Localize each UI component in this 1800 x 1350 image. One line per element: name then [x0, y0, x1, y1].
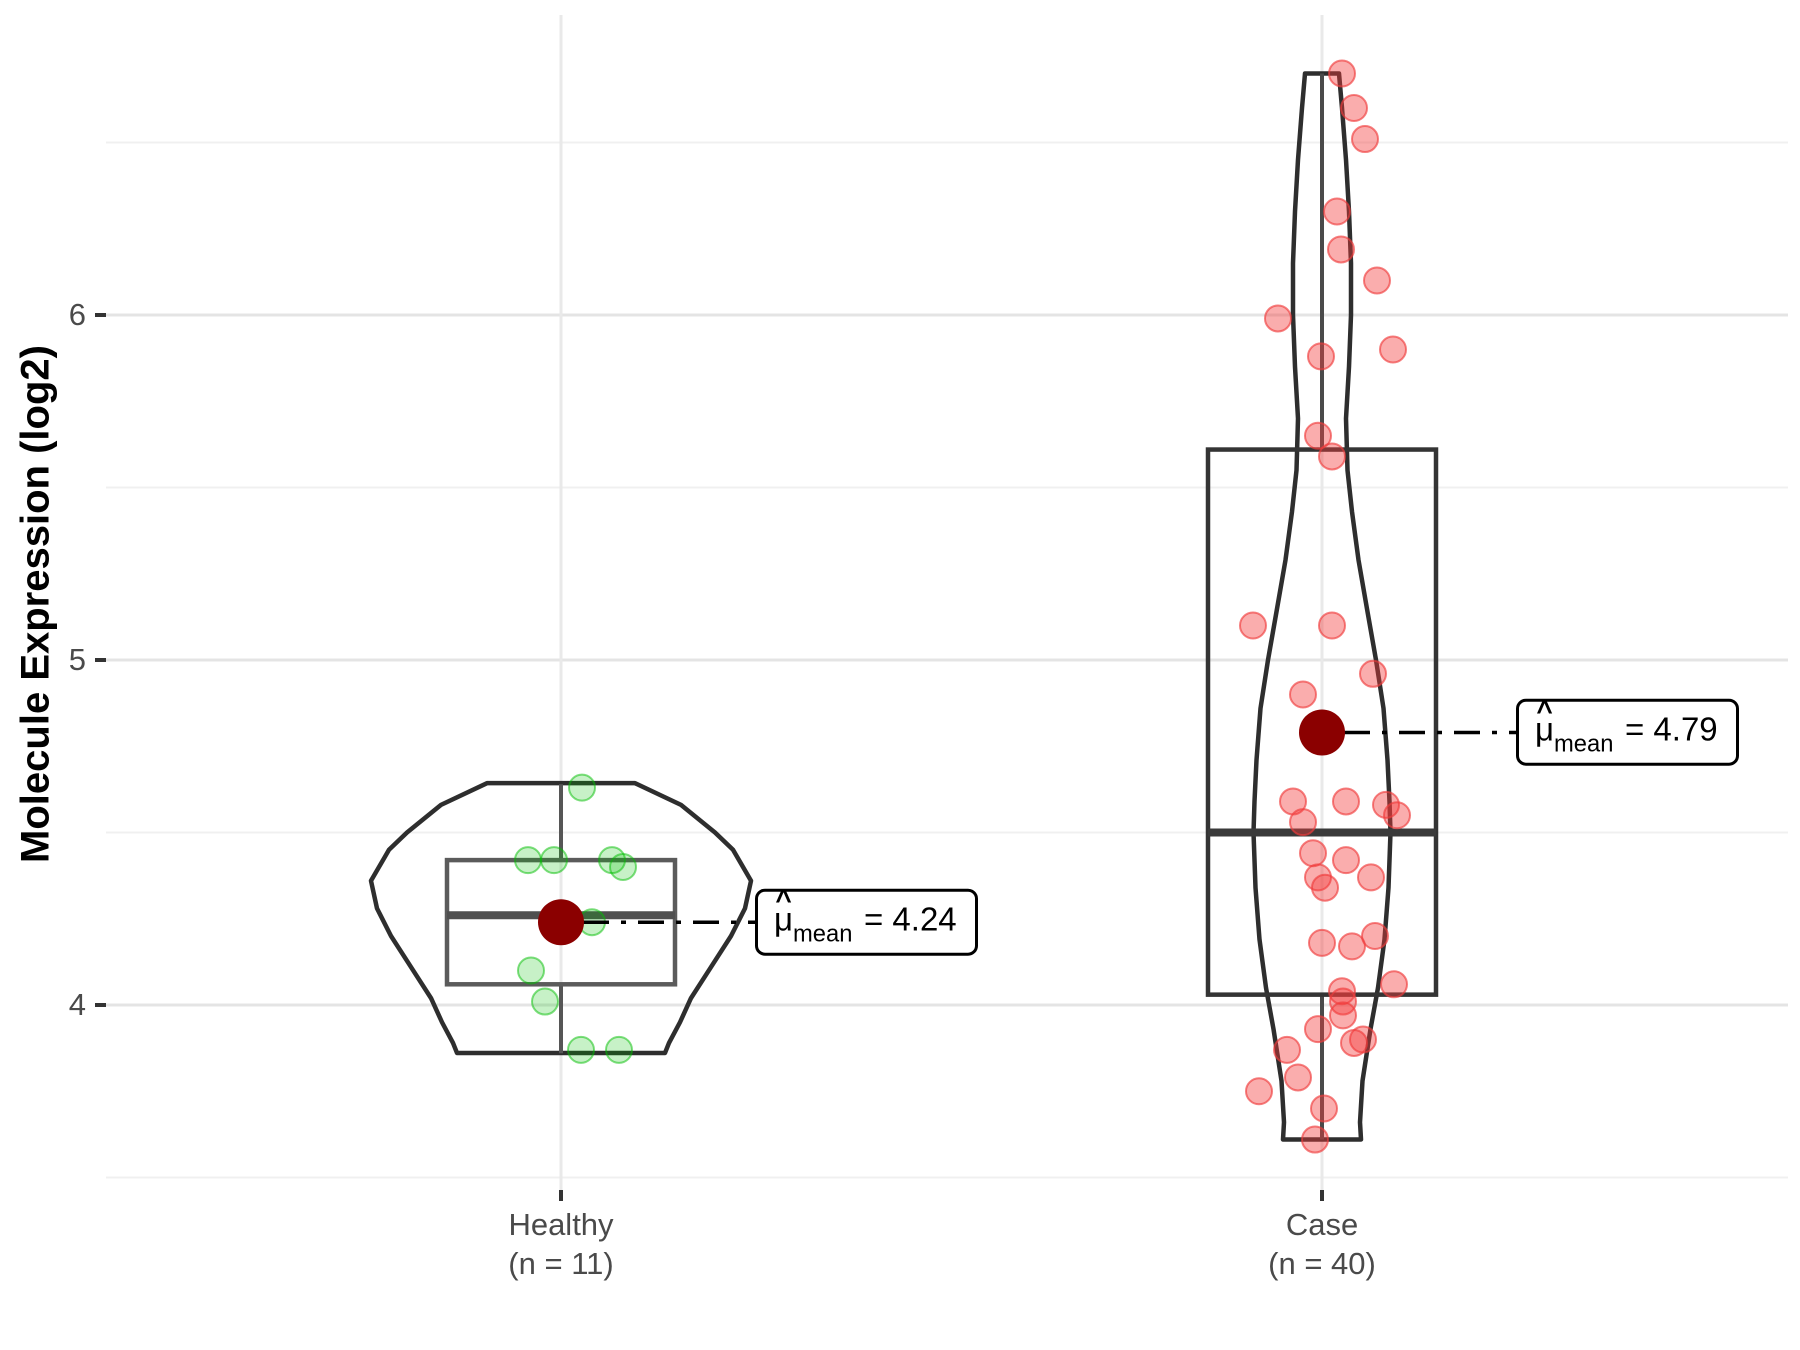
- jitter-point-healthy: [514, 846, 542, 875]
- jitter-point-case: [1323, 197, 1351, 226]
- jitter-point-case: [1328, 977, 1356, 1006]
- box-healthy: [444, 857, 678, 987]
- jitter-point-case: [1372, 790, 1400, 819]
- hat-accent: ^: [775, 885, 792, 917]
- jitter-point-case: [1245, 1077, 1273, 1106]
- jitter-point-case: [1301, 1125, 1329, 1154]
- jitter-point-case: [1304, 421, 1332, 450]
- group-n-case: (n = 40): [1268, 1246, 1376, 1281]
- jitter-point-case: [1379, 335, 1407, 364]
- violin-outline-case: [1251, 71, 1393, 1142]
- violin-outline-healthy: [368, 780, 754, 1056]
- mean-dot-case: [1299, 709, 1345, 756]
- mean-subscript: mean: [793, 920, 853, 948]
- jitter-point-case: [1327, 235, 1355, 264]
- jitter-point-healthy: [540, 846, 568, 875]
- group-name-healthy: Healthy: [508, 1207, 614, 1242]
- group-n-healthy: (n = 11): [508, 1246, 614, 1281]
- jitter-point-case: [1332, 846, 1360, 875]
- mu-hat-symbol: ^ μ: [774, 885, 794, 939]
- y-tick-label-5: 5: [68, 642, 86, 677]
- y-tick-label-4: 4: [68, 987, 86, 1022]
- jitter-point-healthy: [605, 1035, 633, 1064]
- jitter-point-case: [1351, 125, 1379, 154]
- jitter-point-case: [1304, 1015, 1332, 1044]
- y-axis-title: Molecule Expression (log2): [13, 345, 58, 863]
- hat-accent: ^: [1536, 695, 1553, 727]
- mean-annotation-case: ^ μmean = 4.79: [1516, 695, 1739, 766]
- jitter-point-healthy: [568, 773, 596, 802]
- jitter-point-case: [1264, 304, 1292, 333]
- jitter-point-healthy: [609, 853, 637, 881]
- jitter-point-case: [1380, 970, 1408, 999]
- jitter-point-healthy: [531, 987, 559, 1016]
- jitter-point-case: [1363, 266, 1391, 295]
- jitter-point-case: [1273, 1035, 1301, 1064]
- jitter-point-case: [1307, 342, 1335, 371]
- mu-hat-symbol: ^ μ: [1535, 695, 1555, 749]
- jitter-point-case: [1357, 863, 1385, 892]
- jitter-point-case: [1318, 442, 1346, 471]
- jitter-point-case: [1310, 1094, 1338, 1123]
- jitter-point-case: [1299, 839, 1327, 868]
- jitter-point-case: [1289, 808, 1317, 837]
- jitter-point-case: [1328, 59, 1356, 88]
- jitter-point-case: [1340, 94, 1368, 122]
- mu-symbol: μ: [1535, 711, 1555, 749]
- x-axis-label-healthy: Healthy (n = 11): [411, 1205, 711, 1283]
- jitter-point-case: [1289, 680, 1317, 709]
- group-name-case: Case: [1285, 1207, 1359, 1242]
- jitter-point-case: [1311, 873, 1339, 902]
- jitter-point-case: [1308, 928, 1336, 957]
- jitter-point-case: [1318, 611, 1346, 640]
- jitter-point-healthy: [567, 1035, 595, 1064]
- jitter-point-case: [1284, 1063, 1312, 1092]
- jitter-point-case: [1340, 1028, 1368, 1057]
- jitter-point-case: [1359, 659, 1387, 688]
- mean-annotation-healthy: ^ μmean = 4.24: [755, 885, 978, 956]
- jitter-point-case: [1361, 922, 1389, 950]
- mean-dot-healthy: [538, 899, 584, 946]
- mean-value-text: = 4.79: [1624, 711, 1718, 749]
- jitter-point-case: [1383, 801, 1411, 830]
- jitter-point-case: [1329, 1001, 1357, 1030]
- x-axis-label-case: Case (n = 40): [1172, 1205, 1472, 1283]
- jitter-point-case: [1338, 932, 1366, 961]
- mu-symbol: μ: [774, 900, 794, 938]
- mean-value-text: = 4.24: [863, 900, 957, 938]
- jitter-point-case: [1332, 787, 1360, 816]
- y-tick-label-6: 6: [68, 297, 86, 332]
- jitter-point-healthy: [517, 956, 545, 985]
- jitter-point-case: [1239, 611, 1267, 640]
- mean-subscript: mean: [1554, 730, 1614, 758]
